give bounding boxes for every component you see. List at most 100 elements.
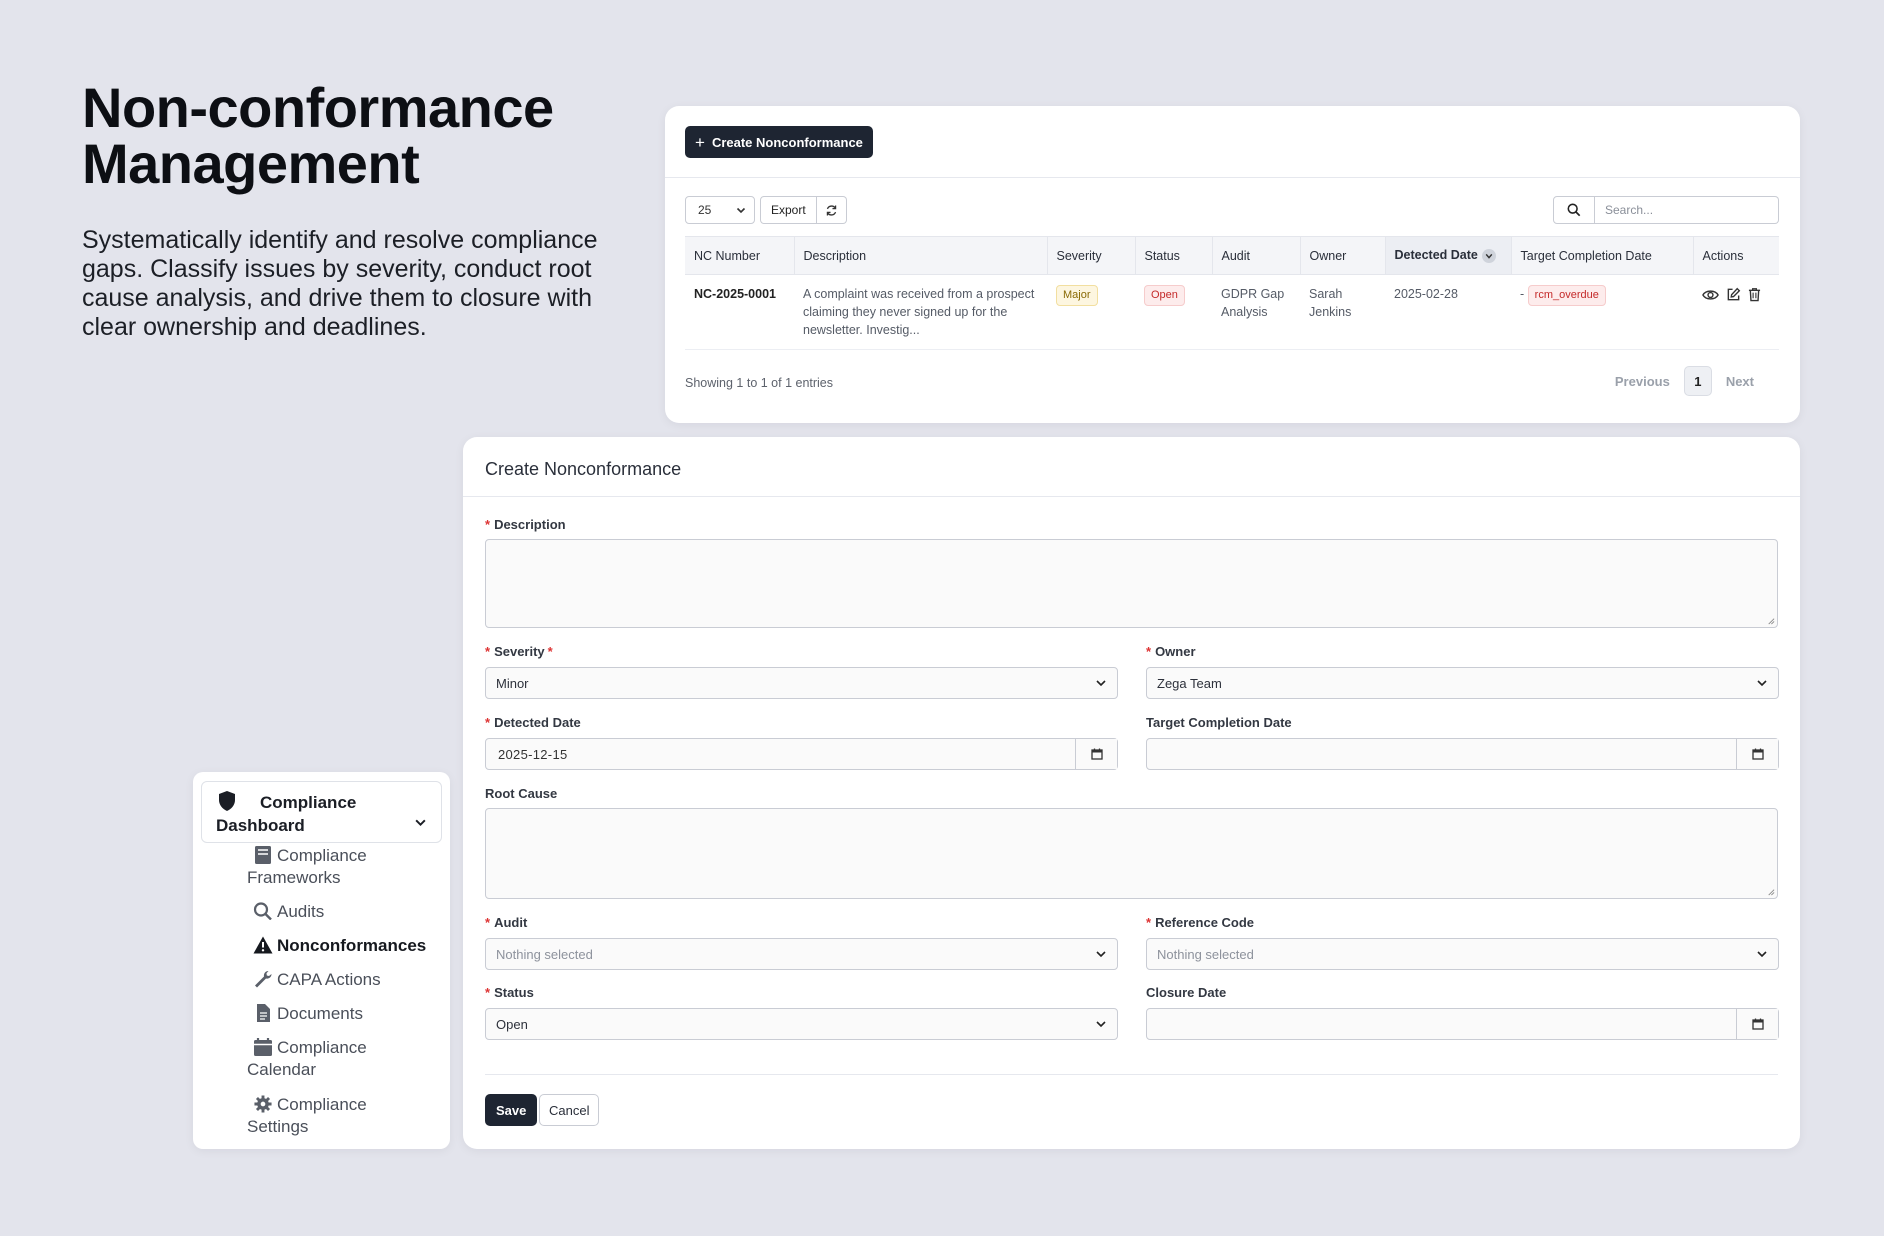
owner-value: Zega Team xyxy=(1157,675,1222,691)
sidebar-nav: Compliance Dashboard Compliance Framewor… xyxy=(193,772,450,1149)
col-detected-date-label: Detected Date xyxy=(1394,248,1478,263)
status-label: * Status xyxy=(485,985,534,1000)
cell-detected-date: 2025-02-28 xyxy=(1385,274,1511,350)
edit-icon[interactable] xyxy=(1726,287,1741,307)
sidebar-item-label: Compliance xyxy=(277,1038,367,1057)
pagination-previous[interactable]: Previous xyxy=(1614,373,1670,389)
search-input[interactable]: Search... xyxy=(1595,196,1779,224)
detected-date-picker-button[interactable] xyxy=(1075,739,1117,769)
calendar-icon xyxy=(1751,1018,1764,1030)
closure-date-picker-button[interactable] xyxy=(1736,1009,1778,1039)
sidebar-header-line1: Compliance xyxy=(260,793,357,812)
list-header: + Create Nonconformance xyxy=(665,106,1800,178)
sidebar-item-label-line2: Settings xyxy=(247,1117,309,1136)
create-nonconformance-button[interactable]: + Create Nonconformance xyxy=(685,126,873,158)
sidebar-item-label: Documents xyxy=(277,1004,363,1023)
table-row[interactable]: NC-2025-0001 A complaint was received fr… xyxy=(685,274,1779,350)
chevron-down-icon xyxy=(1757,680,1767,687)
col-detected-date[interactable]: Detected Date xyxy=(1385,236,1512,275)
severity-select[interactable]: Minor xyxy=(485,667,1118,699)
sidebar-header-compliance-dashboard[interactable]: Compliance Dashboard xyxy=(201,781,442,843)
audit-select[interactable]: Nothing selected xyxy=(485,938,1118,970)
delete-icon[interactable] xyxy=(1748,287,1761,307)
target-completion-label: Target Completion Date xyxy=(1146,715,1292,730)
calendar-icon xyxy=(1751,748,1764,760)
root-cause-textarea[interactable] xyxy=(485,808,1778,899)
cell-nc-number: NC-2025-0001 xyxy=(685,274,794,350)
col-severity[interactable]: Severity xyxy=(1047,236,1136,275)
description-label: * Description xyxy=(485,517,566,532)
target-completion-value[interactable] xyxy=(1147,739,1736,769)
save-button[interactable]: Save xyxy=(485,1094,538,1126)
export-button[interactable]: Export xyxy=(760,196,817,224)
col-nc-number[interactable]: NC Number xyxy=(685,236,795,275)
sidebar-item-label-line2: Frameworks xyxy=(247,868,341,887)
col-status[interactable]: Status xyxy=(1135,236,1213,275)
chevron-down-icon xyxy=(415,819,426,827)
owner-label: * Owner xyxy=(1146,644,1196,659)
sidebar-item-nonconformances[interactable]: Nonconformances xyxy=(253,935,433,957)
sidebar-item-label: Compliance xyxy=(277,846,367,865)
col-owner[interactable]: Owner xyxy=(1300,236,1386,275)
cancel-button[interactable]: Cancel xyxy=(539,1094,600,1126)
col-actions: Actions xyxy=(1693,236,1779,275)
entries-info: Showing 1 to 1 of 1 entries xyxy=(685,376,834,390)
description-textarea[interactable] xyxy=(485,539,1778,628)
chevron-down-icon xyxy=(1096,951,1106,958)
sidebar-item-audits[interactable]: Audits xyxy=(253,901,433,923)
warning-icon xyxy=(253,936,273,954)
resize-grip-icon[interactable] xyxy=(1766,616,1775,625)
sort-desc-icon xyxy=(1481,248,1496,263)
sidebar-item-compliance-frameworks[interactable]: Compliance Frameworks xyxy=(247,845,433,889)
cell-audit: GDPR Gap Analysis xyxy=(1212,274,1300,350)
closure-date-field[interactable] xyxy=(1146,1008,1779,1040)
reference-code-select[interactable]: Nothing selected xyxy=(1146,938,1779,970)
target-completion-picker-button[interactable] xyxy=(1736,739,1778,769)
gear-icon xyxy=(254,1095,272,1113)
target-prefix: - xyxy=(1520,287,1525,301)
cell-severity: Major xyxy=(1047,274,1135,350)
wrench-icon xyxy=(255,970,272,988)
resize-grip-icon[interactable] xyxy=(1766,887,1775,896)
cell-status: Open xyxy=(1135,274,1212,350)
sidebar-item-compliance-calendar[interactable]: Compliance Calendar xyxy=(247,1037,433,1081)
create-nonconformance-form: Create Nonconformance * Description * Seve… xyxy=(463,437,1800,1149)
sidebar-item-capa-actions[interactable]: CAPA Actions xyxy=(253,969,433,991)
pagination-page-1[interactable]: 1 xyxy=(1683,366,1712,396)
book-icon xyxy=(255,846,271,864)
hero-description: Systematically identify and resolve comp… xyxy=(82,226,598,341)
calendar-icon xyxy=(1090,748,1103,760)
audit-label: * Audit xyxy=(485,915,528,930)
closure-date-value[interactable] xyxy=(1147,1009,1736,1039)
refresh-icon xyxy=(826,204,836,216)
sidebar-item-compliance-settings[interactable]: Compliance Settings xyxy=(247,1094,433,1138)
overdue-badge: rcm_overdue xyxy=(1527,285,1606,306)
document-icon xyxy=(257,1004,270,1022)
sidebar-item-label: Nonconformances xyxy=(277,936,427,955)
root-cause-label: Root Cause xyxy=(485,786,558,801)
col-target-completion-date[interactable]: Target Completion Date xyxy=(1511,236,1694,275)
nonconformance-list-card: + Create Nonconformance 25 Export Search… xyxy=(665,106,1800,423)
calendar-icon xyxy=(254,1038,272,1056)
detected-date-field[interactable]: 2025-12-15 xyxy=(485,738,1118,770)
table-header-row: NC Number Description Severity Status Au… xyxy=(685,236,1779,275)
hero-section: Non-conformance Management Systematicall… xyxy=(82,80,602,342)
detected-date-value[interactable]: 2025-12-15 xyxy=(498,746,568,762)
page-size-select[interactable]: 25 xyxy=(685,196,755,224)
search-icon xyxy=(1567,203,1581,217)
target-completion-field[interactable] xyxy=(1146,738,1779,770)
view-icon[interactable] xyxy=(1702,288,1719,307)
status-select[interactable]: Open xyxy=(485,1008,1118,1040)
export-button-group: Export xyxy=(760,196,847,224)
pagination-next[interactable]: Next xyxy=(1725,373,1754,389)
col-audit[interactable]: Audit xyxy=(1212,236,1301,275)
col-description[interactable]: Description xyxy=(794,236,1048,275)
search-button[interactable] xyxy=(1553,196,1595,224)
hero-title-line2: Management xyxy=(82,132,420,195)
chevron-down-icon xyxy=(1096,1021,1106,1028)
search-box: Search... xyxy=(1553,196,1779,224)
plus-icon: + xyxy=(695,132,705,152)
owner-select[interactable]: Zega Team xyxy=(1146,667,1779,699)
refresh-button[interactable] xyxy=(816,196,847,224)
sidebar-item-documents[interactable]: Documents xyxy=(253,1003,433,1025)
